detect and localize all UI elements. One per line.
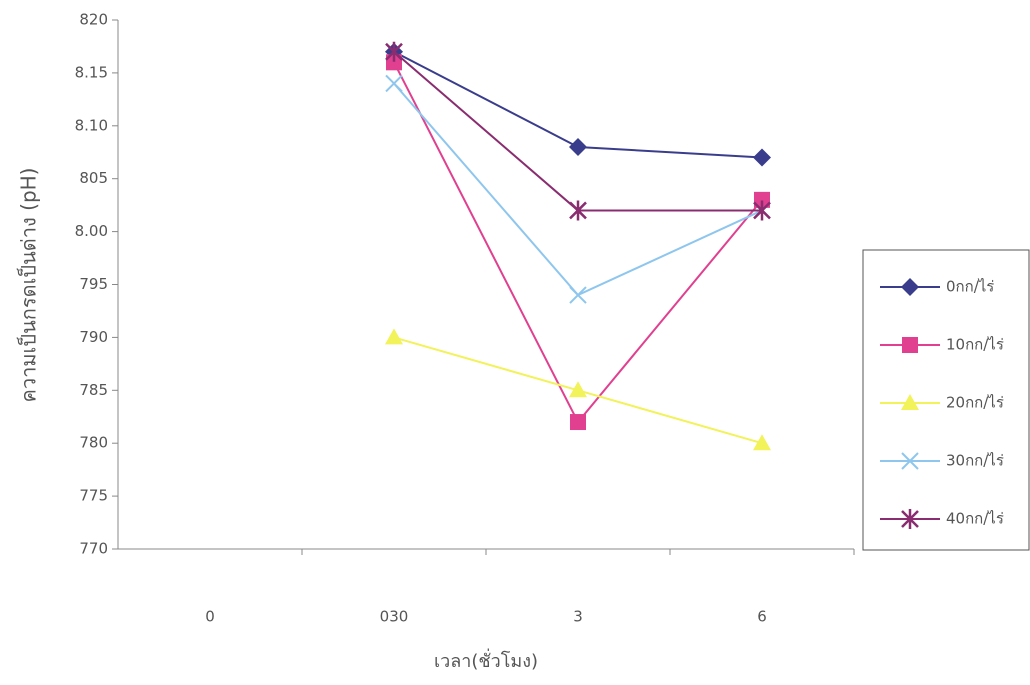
y-tick-label: 770	[79, 540, 108, 558]
y-tick-label: 8.10	[75, 116, 108, 134]
chart: ความเป็นกรดเป็นด่าง (pH) เวลา(ชั่วโมง) 7…	[0, 0, 1030, 685]
y-tick-label: 775	[79, 487, 108, 505]
x-tick-label: 030	[380, 608, 409, 626]
y-tick-label: 820	[79, 11, 108, 29]
x-tick-label: 0	[205, 608, 215, 626]
y-tick-label: 805	[79, 169, 108, 187]
legend-label: 0กก/ไร่	[946, 278, 994, 296]
x-tick-label: 3	[573, 608, 583, 626]
x-axis-label: เวลา(ชั่วโมง)	[434, 648, 538, 672]
y-tick-label: 795	[79, 275, 108, 293]
y-tick-label: 8.00	[75, 222, 108, 240]
y-tick-label: 785	[79, 381, 108, 399]
legend-label: 30กก/ไร่	[946, 452, 1004, 470]
legend-label: 20กก/ไร่	[946, 394, 1004, 412]
legend-label: 40กก/ไร่	[946, 510, 1004, 528]
y-tick-label: 790	[79, 328, 108, 346]
x-tick-label: 6	[757, 608, 767, 626]
y-tick-label: 8.15	[75, 63, 108, 81]
y-axis-label: ความเป็นกรดเป็นด่าง (pH)	[16, 168, 41, 403]
y-tick-label: 780	[79, 434, 108, 452]
marker	[902, 337, 918, 353]
marker	[570, 414, 586, 430]
legend-label: 10กก/ไร่	[946, 336, 1004, 354]
